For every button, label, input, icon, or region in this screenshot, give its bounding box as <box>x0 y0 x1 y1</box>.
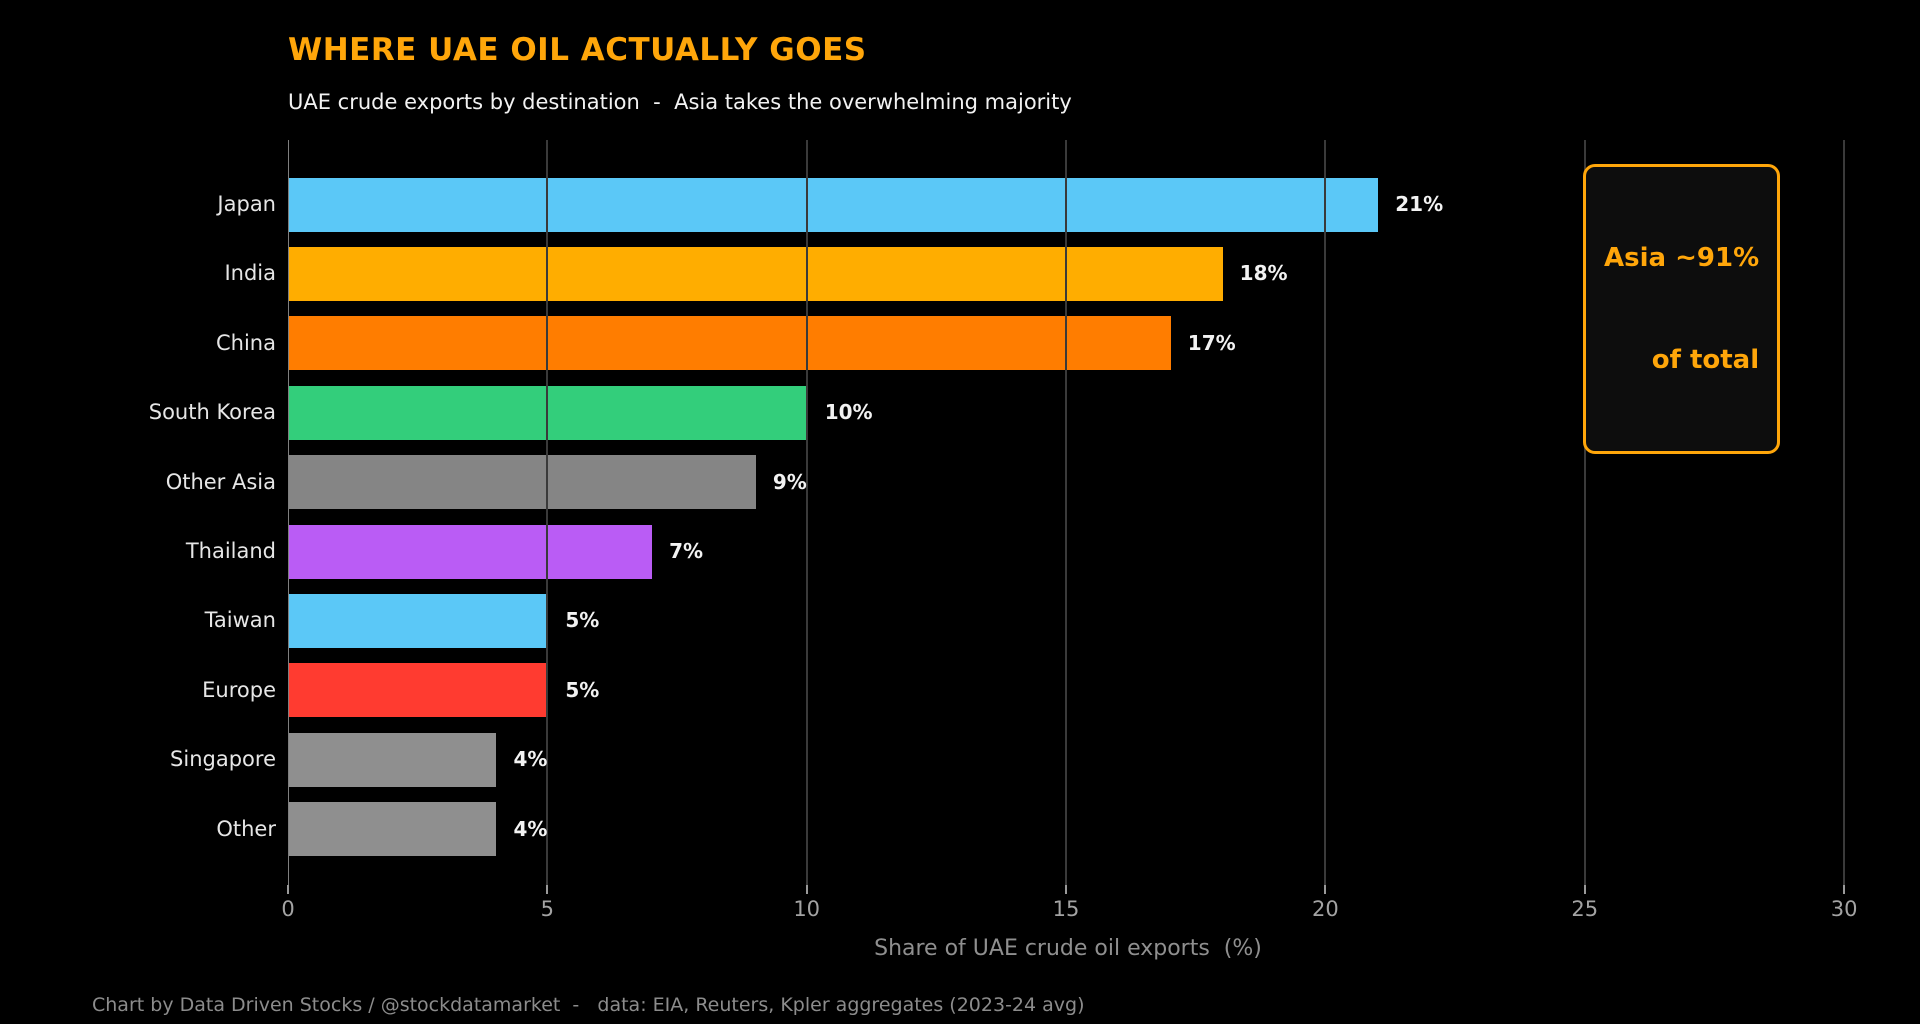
value-label-china: 17% <box>1187 330 1236 355</box>
value-label-singapore: 4% <box>513 747 548 772</box>
x-tick-mark-5 <box>546 885 549 894</box>
x-tick-mark-20 <box>1324 885 1327 894</box>
x-tick-label-5: 5 <box>540 897 555 921</box>
y-axis-line <box>288 140 289 885</box>
bar-row-other: Other 4% <box>216 795 1848 864</box>
bar-taiwan <box>289 594 549 649</box>
category-label-other-asia: Other Asia <box>165 469 276 494</box>
category-label-taiwan: Taiwan <box>204 608 276 633</box>
bar-row-china: China 17% <box>216 309 1848 378</box>
bar-china <box>289 316 1171 371</box>
category-label-singapore: Singapore <box>170 747 276 772</box>
category-label-south-korea: South Korea <box>148 400 276 425</box>
category-label-other: Other <box>216 816 276 841</box>
x-tick-label-25: 25 <box>1571 897 1599 921</box>
gridline-x-25 <box>1583 140 1586 885</box>
x-tick-label-15: 15 <box>1052 897 1080 921</box>
x-tick-mark-10 <box>805 885 808 894</box>
bar-india <box>289 247 1223 302</box>
bar-row-other-asia: Other Asia 9% <box>166 448 1848 517</box>
asia-total-annotation: Asia ~91% of total <box>1583 164 1781 454</box>
chart-title: WHERE UAE OIL ACTUALLY GOES <box>288 32 867 68</box>
gridline-x-30 <box>1843 140 1846 885</box>
bar-row-taiwan: Taiwan 5% <box>205 586 1848 655</box>
category-label-japan: Japan <box>217 192 276 216</box>
gridline-x-5 <box>546 140 549 885</box>
bar-row-thailand: Thailand 7% <box>186 517 1848 586</box>
category-label-europe: Europe <box>202 677 276 702</box>
plot-area: Japan 21% India 18% China 17% South Korea 10% Ot… <box>149 140 1857 921</box>
bar-row-south-korea: South Korea 10% <box>149 378 1848 447</box>
bar-row-europe: Europe 5% <box>202 656 1848 725</box>
gridline-x-15 <box>1065 140 1068 885</box>
bar-europe <box>289 663 549 718</box>
bar-other <box>289 802 497 857</box>
bar-japan <box>289 177 1379 232</box>
x-tick-mark-25 <box>1583 885 1586 894</box>
bar-singapore <box>289 732 497 787</box>
value-label-europe: 5% <box>565 677 600 702</box>
x-tick-label-0: 0 <box>281 897 295 921</box>
annotation-line-1: Asia ~91% <box>1604 243 1760 273</box>
value-label-south-korea: 10% <box>824 400 873 425</box>
value-label-other: 4% <box>513 816 548 841</box>
gridline-x-20 <box>1324 140 1327 885</box>
annotation-line-2: of total <box>1651 345 1760 375</box>
value-label-india: 18% <box>1239 261 1288 286</box>
bar-row-india: India 18% <box>224 239 1848 308</box>
x-axis-label: Share of UAE crude oil exports (%) <box>874 936 1262 961</box>
x-tick-mark-15 <box>1065 885 1068 894</box>
bar-row-japan: Japan 21% <box>217 170 1848 239</box>
x-tick-label-30: 30 <box>1830 897 1858 921</box>
bar-south-korea <box>289 385 808 440</box>
bar-other-asia <box>289 455 756 510</box>
x-tick-label-10: 10 <box>793 897 821 921</box>
category-label-thailand: Thailand <box>185 539 276 563</box>
category-label-india: India <box>224 261 276 286</box>
x-tick-mark-30 <box>1843 885 1846 894</box>
category-label-china: China <box>216 330 276 355</box>
footer-credit: Chart by Data Driven Stocks / @stockdata… <box>92 994 1085 1016</box>
x-tick-mark-0 <box>287 885 289 894</box>
value-label-other-asia: 9% <box>772 469 807 494</box>
value-label-taiwan: 5% <box>565 608 600 633</box>
value-label-japan: 21% <box>1395 192 1444 216</box>
chart-subtitle: UAE crude exports by destination - Asia … <box>288 90 1072 114</box>
value-label-thailand: 7% <box>669 539 704 563</box>
gridline-x-10 <box>805 140 808 885</box>
x-tick-label-20: 20 <box>1312 897 1339 921</box>
bar-thailand <box>289 524 653 579</box>
bar-row-singapore: Singapore 4% <box>170 725 1848 794</box>
